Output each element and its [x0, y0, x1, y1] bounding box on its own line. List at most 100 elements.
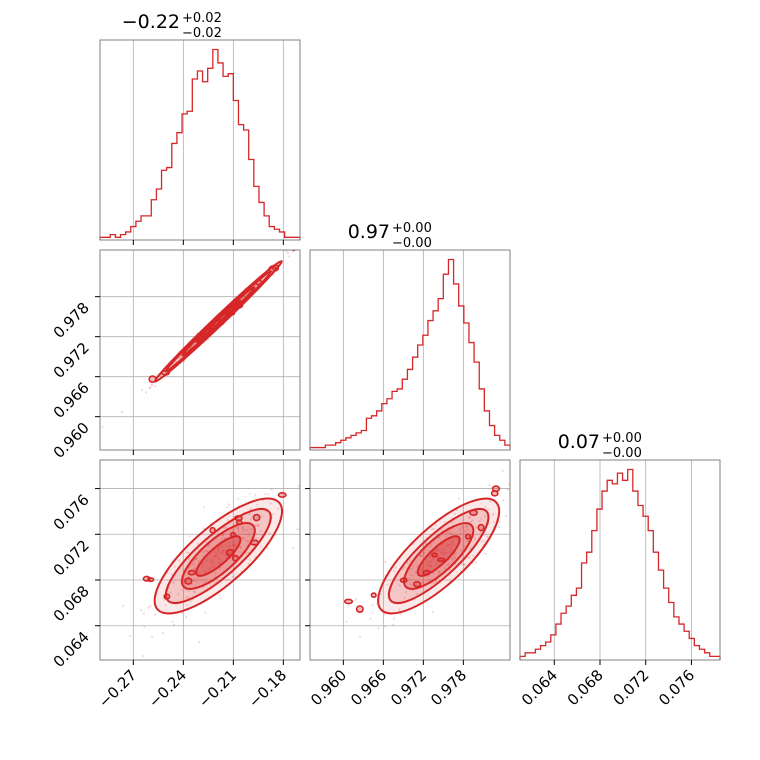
contour-island	[203, 329, 212, 336]
sample-point	[196, 542, 199, 545]
sample-point	[432, 557, 435, 560]
sample-point	[246, 539, 250, 543]
sample-point	[474, 537, 477, 540]
sample-point	[464, 530, 467, 533]
sample-point	[194, 557, 197, 561]
sample-point	[453, 512, 456, 516]
sample-point	[422, 551, 425, 554]
sample-point	[421, 566, 424, 569]
sample-point	[269, 502, 272, 505]
sample-point	[254, 524, 257, 527]
sample-point	[248, 513, 251, 516]
sample-point	[423, 551, 426, 554]
sample-point	[202, 506, 205, 509]
sample-point	[246, 528, 249, 531]
sample-point	[345, 620, 348, 623]
contour-island	[254, 278, 263, 286]
sample-point	[140, 608, 143, 612]
title-plus-1: +0.00	[392, 221, 432, 236]
sample-point	[164, 610, 167, 613]
sample-point	[450, 557, 453, 560]
sample-point	[454, 537, 457, 540]
sample-point	[444, 551, 447, 555]
sample-point	[171, 620, 174, 623]
contour-island	[234, 301, 244, 309]
sample-point	[257, 523, 261, 527]
sample-point	[383, 625, 387, 628]
sample-point	[186, 580, 189, 583]
contour-level-2	[180, 522, 256, 590]
sample-point	[214, 572, 217, 575]
sample-point	[419, 572, 422, 575]
sample-point	[237, 530, 240, 533]
sample-point	[192, 563, 195, 566]
sample-point	[502, 499, 505, 502]
sample-point	[218, 562, 222, 565]
sample-point	[440, 528, 443, 532]
sample-point	[425, 575, 429, 578]
sample-point	[266, 547, 269, 550]
panel-2-1	[310, 460, 514, 660]
sample-point	[188, 535, 191, 538]
y-tick-label: 0.064	[50, 628, 93, 671]
sample-point	[404, 590, 408, 594]
y-tick-label: 0.972	[50, 339, 93, 382]
y-tick-label: 0.966	[50, 379, 93, 422]
sample-point	[441, 551, 444, 554]
sample-point	[460, 549, 463, 552]
contour-island	[160, 369, 171, 376]
sample-point	[218, 545, 221, 548]
sample-point	[450, 541, 454, 544]
histogram-0	[99, 48, 301, 240]
sample-point	[447, 563, 450, 567]
sample-point	[228, 545, 231, 548]
sample-point	[192, 578, 195, 581]
contour-island	[235, 519, 243, 526]
sample-point	[187, 551, 190, 554]
contour-island	[146, 577, 155, 583]
sample-point	[219, 562, 222, 565]
sample-point	[211, 562, 215, 565]
sample-point	[232, 544, 235, 547]
sample-point	[260, 533, 263, 536]
sample-point	[497, 526, 500, 529]
sample-point	[471, 554, 474, 557]
sample-point	[512, 491, 514, 493]
sample-point	[398, 584, 401, 587]
sample-point	[442, 547, 445, 550]
sample-point	[203, 571, 206, 574]
sample-point	[217, 549, 220, 552]
sample-point	[245, 551, 248, 554]
sample-point	[215, 551, 218, 554]
x-tick-label: 0.072	[609, 666, 652, 709]
contour-island	[469, 509, 479, 516]
sample-point	[432, 581, 435, 585]
sample-point	[492, 520, 495, 523]
sample-point	[220, 551, 223, 555]
sample-point	[160, 374, 163, 377]
sample-point	[250, 507, 253, 510]
sample-point	[420, 568, 423, 571]
sample-point	[484, 505, 487, 508]
x-tick-label: 0.972	[387, 666, 430, 709]
sample-point	[411, 564, 414, 567]
contour-island	[399, 577, 408, 584]
sample-point	[310, 234, 312, 236]
sample-point	[220, 546, 223, 549]
sample-point	[223, 550, 226, 553]
sample-point	[202, 550, 205, 554]
sample-point	[432, 527, 435, 530]
sample-point	[437, 555, 440, 558]
sample-point	[211, 566, 214, 569]
sample-point	[431, 528, 434, 531]
x-tick-label: 0.068	[564, 666, 607, 709]
sample-point	[438, 536, 441, 539]
sample-point	[487, 508, 490, 511]
sample-point	[236, 526, 239, 530]
sample-point	[444, 551, 447, 554]
panel-1-0	[100, 234, 312, 450]
contour-island	[268, 265, 277, 273]
sample-point	[429, 543, 433, 546]
sample-point	[478, 520, 481, 523]
